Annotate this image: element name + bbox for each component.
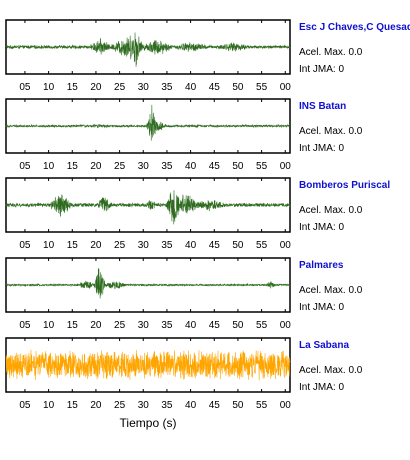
x-tick-label: 45 xyxy=(209,400,221,411)
x-tick-label: 40 xyxy=(185,161,197,172)
x-tick-label: 20 xyxy=(90,161,102,172)
x-tick-label: 25 xyxy=(114,82,126,93)
station-name: Bomberos Puriscal xyxy=(299,180,391,191)
x-tick-label: 25 xyxy=(114,161,126,172)
jma-intensity-label: Int JMA: 0 xyxy=(299,143,345,154)
x-tick-label: 55 xyxy=(256,400,268,411)
x-tick-label: 20 xyxy=(90,400,102,411)
max-acceleration-label: Acel. Max. 0.0 xyxy=(299,205,363,216)
x-tick-label: 35 xyxy=(161,400,173,411)
panel-1: 05 10 15 20 25 30 35 40 45 50 55 00 xyxy=(5,19,292,93)
panel-4: 05 10 15 20 25 30 35 40 45 50 55 00 xyxy=(5,257,292,331)
x-tick-label: 00 xyxy=(280,400,292,411)
x-tick-label: 20 xyxy=(90,320,102,331)
panel-frame xyxy=(5,337,291,393)
x-tick-label: 40 xyxy=(185,320,197,331)
x-tick-label: 00 xyxy=(280,240,292,251)
waveform-trace xyxy=(5,349,291,381)
x-tick-label: 35 xyxy=(161,161,173,172)
x-tick-label: 55 xyxy=(256,161,268,172)
x-tick-label: 50 xyxy=(232,161,244,172)
station-name: Palmares xyxy=(299,260,344,271)
waveform-trace xyxy=(5,190,291,225)
panel-5: 05 10 15 20 25 30 35 40 45 50 55 00 xyxy=(5,337,292,411)
x-tick-label: 50 xyxy=(232,320,244,331)
waveform-trace xyxy=(5,104,291,141)
x-tick-label: 50 xyxy=(232,82,244,93)
x-tick-label: 05 xyxy=(19,240,31,251)
panel-3: 05 10 15 20 25 30 35 40 45 50 55 00 xyxy=(5,177,292,251)
station-name: La Sabana xyxy=(299,340,350,351)
x-axis-label: Tiempo (s) xyxy=(119,416,177,430)
waveform-trace xyxy=(5,32,291,67)
max-acceleration-label: Acel. Max. 0.0 xyxy=(299,47,363,58)
x-tick-label: 40 xyxy=(185,400,197,411)
x-tick-label: 45 xyxy=(209,240,221,251)
x-tick-label: 50 xyxy=(232,240,244,251)
x-tick-label: 35 xyxy=(161,320,173,331)
x-tick-label: 10 xyxy=(43,400,55,411)
x-tick-label: 40 xyxy=(185,82,197,93)
max-acceleration-label: Acel. Max. 0.0 xyxy=(299,126,363,137)
x-tick-label: 15 xyxy=(67,400,79,411)
x-tick-label: 05 xyxy=(19,161,31,172)
station-name: INS Batan xyxy=(299,101,347,112)
jma-intensity-label: Int JMA: 0 xyxy=(299,64,345,75)
x-tick-label: 45 xyxy=(209,320,221,331)
jma-intensity-label: Int JMA: 0 xyxy=(299,382,345,393)
x-tick-label: 10 xyxy=(43,240,55,251)
max-acceleration-label: Acel. Max. 0.0 xyxy=(299,285,363,296)
x-tick-label: 20 xyxy=(90,240,102,251)
x-tick-label: 15 xyxy=(67,161,79,172)
x-tick-label: 35 xyxy=(161,82,173,93)
max-acceleration-label: Acel. Max. 0.0 xyxy=(299,365,363,376)
x-tick-label: 20 xyxy=(90,82,102,93)
x-tick-label: 50 xyxy=(232,400,244,411)
x-tick-label: 35 xyxy=(161,240,173,251)
x-tick-label: 45 xyxy=(209,161,221,172)
station-name: Esc J Chaves,C Quesada xyxy=(299,22,410,33)
waveform-trace xyxy=(5,268,291,299)
x-tick-label: 30 xyxy=(138,240,150,251)
x-tick-label: 05 xyxy=(19,400,31,411)
x-tick-label: 10 xyxy=(43,82,55,93)
jma-intensity-label: Int JMA: 0 xyxy=(299,222,345,233)
x-tick-label: 30 xyxy=(138,400,150,411)
x-tick-label: 05 xyxy=(19,82,31,93)
x-tick-label: 10 xyxy=(43,320,55,331)
x-tick-label: 05 xyxy=(19,320,31,331)
x-tick-label: 15 xyxy=(67,320,79,331)
x-tick-label: 40 xyxy=(185,240,197,251)
panel-2: 05 10 15 20 25 30 35 40 45 50 55 00 xyxy=(5,98,292,172)
x-tick-label: 45 xyxy=(209,82,221,93)
jma-intensity-label: Int JMA: 0 xyxy=(299,302,345,313)
x-tick-label: 30 xyxy=(138,82,150,93)
x-tick-label: 55 xyxy=(256,240,268,251)
x-tick-label: 25 xyxy=(114,320,126,331)
x-tick-label: 30 xyxy=(138,161,150,172)
x-tick-label: 00 xyxy=(280,82,292,93)
x-tick-label: 15 xyxy=(67,240,79,251)
x-tick-label: 00 xyxy=(280,161,292,172)
x-tick-label: 55 xyxy=(256,320,268,331)
x-tick-label: 25 xyxy=(114,400,126,411)
x-tick-label: 25 xyxy=(114,240,126,251)
x-tick-label: 15 xyxy=(67,82,79,93)
x-tick-label: 55 xyxy=(256,82,268,93)
x-tick-label: 10 xyxy=(43,161,55,172)
x-tick-label: 30 xyxy=(138,320,150,331)
x-tick-label: 00 xyxy=(280,320,292,331)
